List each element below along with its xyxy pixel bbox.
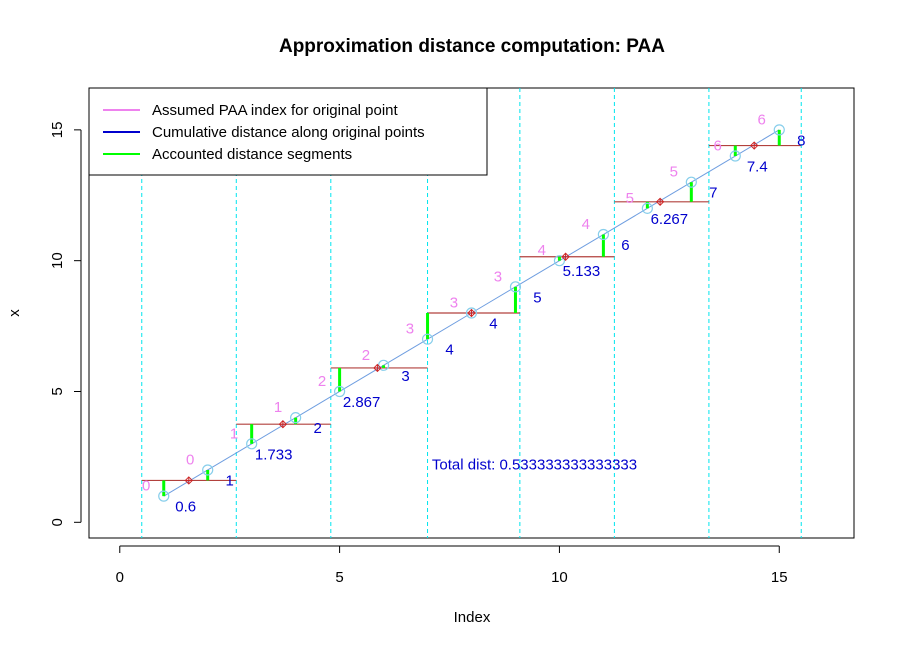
assumed-index-label-10: 4 (582, 216, 590, 233)
legend: Assumed PAA index for original point Cumu… (88, 87, 488, 176)
data-point-10 (597, 228, 609, 241)
y-tick-label-0: 0 (49, 518, 66, 526)
legend-box (88, 87, 488, 176)
data-point-0 (158, 490, 170, 502)
cumulative-distance-label-4: 2.867 (343, 394, 381, 411)
assumed-index-label-8: 3 (494, 268, 502, 285)
cumulative-distance-label-8: 5 (533, 289, 541, 306)
assumed-index-label-9: 4 (538, 242, 546, 259)
paa-center-1 (278, 419, 288, 429)
x-tick-label-1: 5 (335, 569, 343, 586)
total-distance-label: Total dist: 0.533333333333333 (432, 457, 637, 474)
cumulative-distance-label-0: 0.6 (175, 499, 196, 516)
cumulative-distance-label-14: 8 (797, 132, 805, 149)
paa-center-6 (749, 141, 759, 150)
data-point-11 (641, 202, 653, 214)
data-point-7 (465, 307, 478, 319)
assumed-index-label-5: 2 (362, 347, 370, 364)
legend-label-0: Assumed PAA index for original point (152, 102, 399, 119)
cumulative-distance-label-2: 1.733 (255, 446, 293, 463)
assumed-index-label-1: 0 (186, 452, 194, 469)
paa-center-3 (467, 308, 476, 318)
cumulative-distance-label-10: 6 (621, 237, 629, 254)
chart-title: Approximation distance computation: PAA (279, 36, 665, 57)
paa-center-5 (655, 197, 665, 207)
plot-area: 0 0 1 1 2 2 3 3 3 4 4 5 5 6 6 0.6 1 1.733 2 2.867 3 4 4 5 5.133 6… (141, 88, 805, 538)
assumed-index-label-11: 5 (626, 190, 634, 207)
assumed-index-label-3: 1 (274, 399, 282, 416)
data-point-2 (246, 438, 258, 450)
y-tick-label-3: 15 (49, 122, 66, 139)
cumulative-distance-label-7: 4 (489, 315, 497, 332)
data-point-1 (202, 464, 214, 476)
assumed-index-label-4: 2 (318, 373, 326, 390)
paa-center-2 (373, 363, 382, 373)
data-point-6 (421, 333, 434, 345)
data-point-14 (773, 124, 785, 136)
y-axis-label: x (6, 309, 23, 317)
x-tick-label-3: 15 (771, 569, 788, 586)
y-tick-label-2: 10 (49, 252, 66, 269)
data-point-13 (729, 150, 741, 162)
assumed-index-label-12: 5 (670, 164, 678, 181)
x-tick-label-0: 0 (116, 569, 124, 586)
data-point-12 (685, 176, 697, 188)
cumulative-distance-label-12: 7 (709, 185, 717, 202)
cumulative-distance-label-5: 3 (401, 368, 409, 385)
assumed-index-label-0: 0 (142, 478, 150, 495)
legend-label-2: Accounted distance segments (152, 146, 352, 163)
paa-center-0 (184, 476, 194, 485)
assumed-index-label-6: 3 (406, 321, 414, 338)
assumed-index-label-7: 3 (450, 295, 458, 312)
data-point-9 (553, 255, 566, 267)
cumulative-distance-label-11: 6.267 (651, 211, 689, 228)
data-point-3 (290, 412, 302, 424)
assumed-index-label-14: 6 (758, 111, 766, 128)
cumulative-distance-label-9: 5.133 (563, 263, 601, 280)
cumulative-distance-label-13: 7.4 (747, 158, 768, 175)
cumulative-distance-label-6: 4 (445, 342, 453, 359)
assumed-index-label-2: 1 (230, 425, 238, 442)
x-tick-label-2: 10 (551, 569, 568, 586)
assumed-index-label-13: 6 (714, 138, 722, 155)
y-tick-label-1: 5 (49, 387, 66, 395)
x-axis-label: Index (454, 609, 491, 626)
cumulative-distance-label-3: 2 (313, 420, 321, 437)
legend-label-1: Cumulative distance along original point… (152, 124, 425, 141)
paa-center-4 (561, 252, 570, 261)
cumulative-distance-label-1: 1 (226, 472, 234, 489)
data-point-4 (334, 385, 346, 398)
data-point-8 (509, 281, 522, 293)
